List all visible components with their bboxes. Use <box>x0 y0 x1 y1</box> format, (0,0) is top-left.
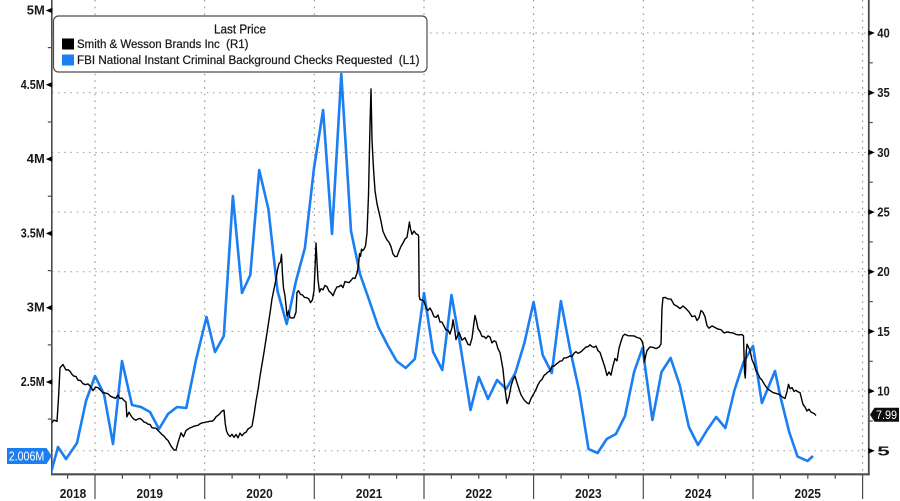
svg-text:5: 5 <box>877 444 890 458</box>
svg-text:3M: 3M <box>27 301 45 315</box>
svg-text:FBI National Instant Criminal: FBI National Instant Criminal Background… <box>77 53 420 67</box>
svg-text:15: 15 <box>877 325 890 339</box>
svg-text:5M: 5M <box>27 4 45 18</box>
svg-text:2018: 2018 <box>60 486 87 501</box>
svg-text:35: 35 <box>877 86 890 100</box>
svg-text:2025: 2025 <box>794 486 821 501</box>
svg-text:30: 30 <box>877 146 890 160</box>
svg-text:Smith & Wesson Brands Inc (R1: Smith & Wesson Brands Inc (R1) <box>77 37 249 51</box>
svg-text:4M: 4M <box>27 152 45 166</box>
svg-text:2020: 2020 <box>246 486 273 501</box>
svg-text:20: 20 <box>877 265 890 279</box>
svg-text:25: 25 <box>877 206 890 220</box>
svg-text:3.5M: 3.5M <box>21 226 45 240</box>
svg-text:2024: 2024 <box>685 486 712 501</box>
svg-text:2019: 2019 <box>137 486 164 501</box>
svg-text:2023: 2023 <box>575 486 602 501</box>
svg-text:2.5M: 2.5M <box>21 375 45 389</box>
svg-text:40: 40 <box>877 27 890 41</box>
svg-text:2021: 2021 <box>356 486 383 501</box>
svg-text:4.5M: 4.5M <box>21 78 45 92</box>
svg-text:2.006M: 2.006M <box>9 448 45 463</box>
svg-text:10: 10 <box>877 385 890 399</box>
svg-text:2022: 2022 <box>466 486 493 501</box>
svg-text:Last Price: Last Price <box>214 23 266 37</box>
svg-text:7.99: 7.99 <box>876 408 897 422</box>
